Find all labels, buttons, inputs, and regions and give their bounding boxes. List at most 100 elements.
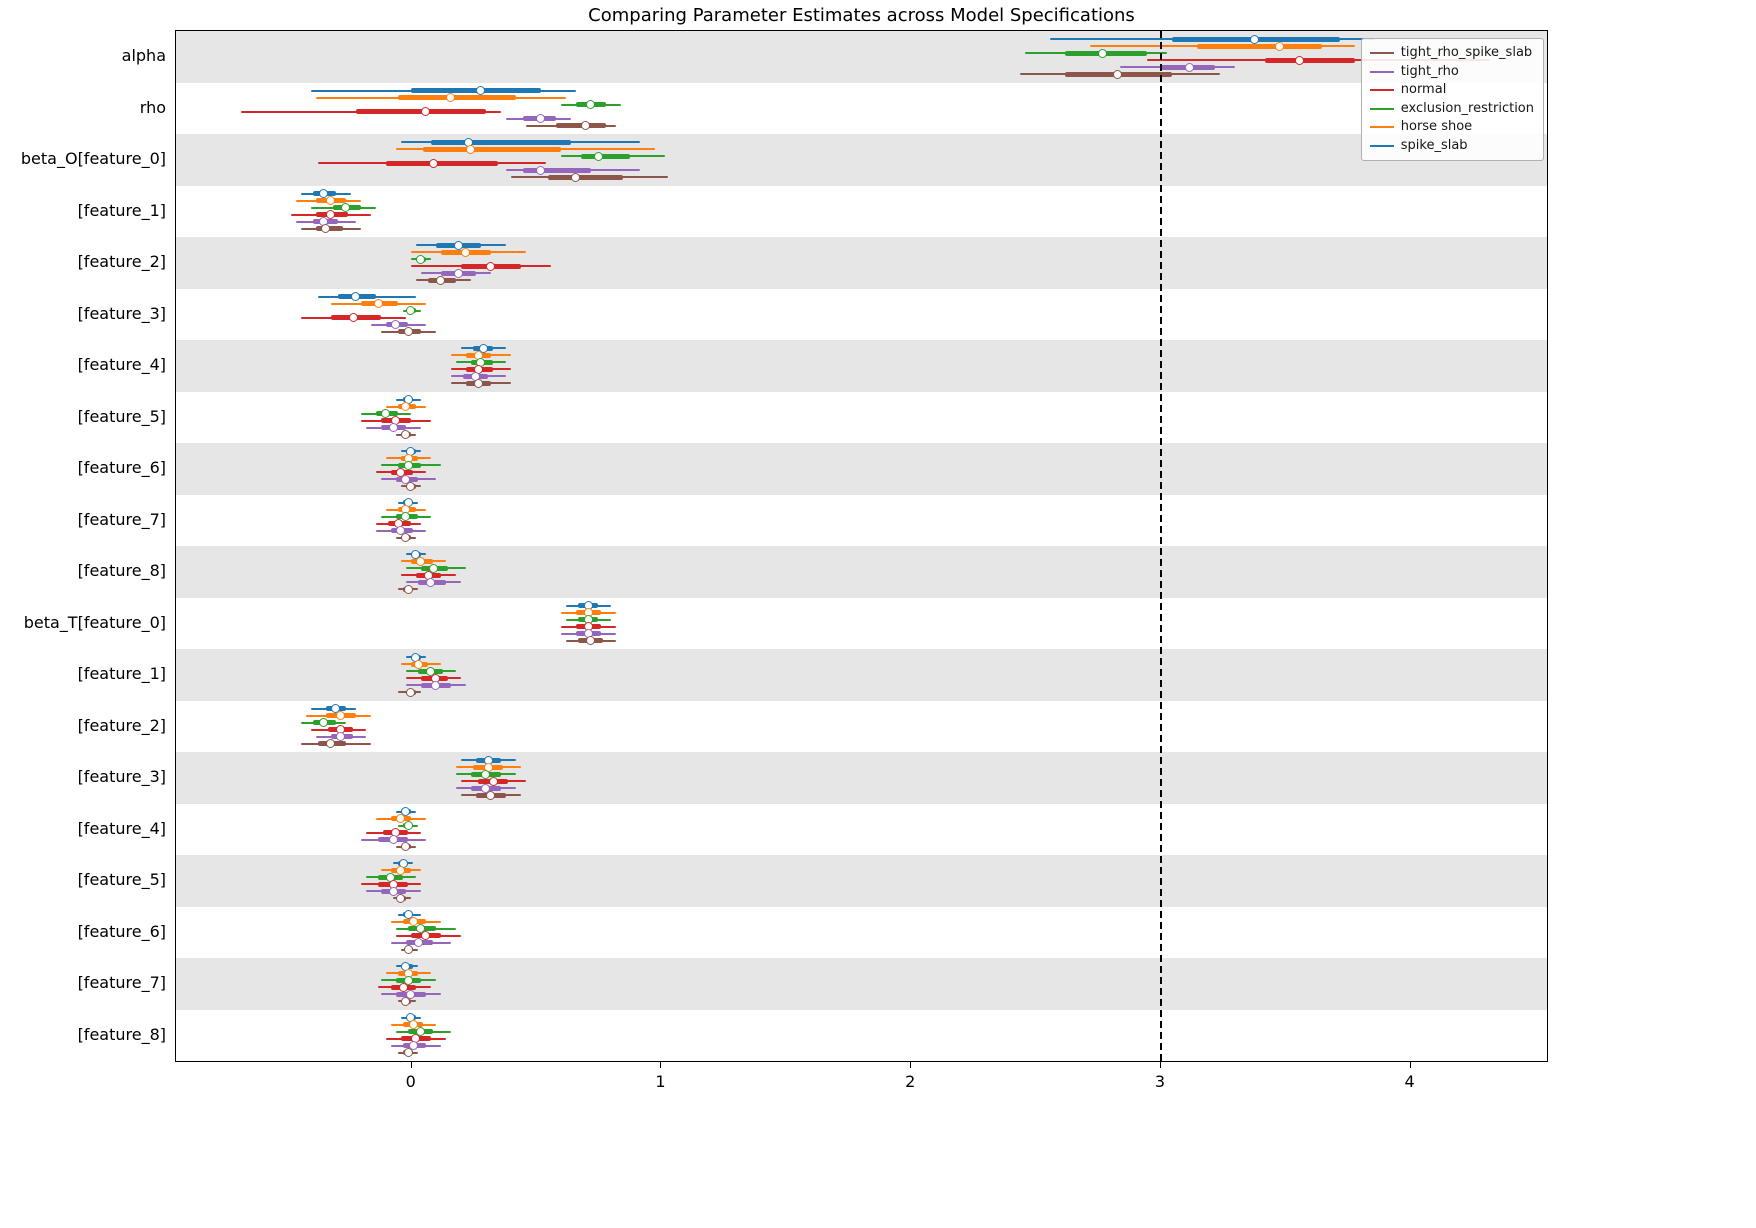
point-marker-exclusion_restriction — [1097, 48, 1107, 58]
point-marker-tight_rho — [536, 114, 546, 124]
point-marker-tight_rho_spike_slab — [401, 996, 411, 1006]
point-marker-exclusion_restriction — [381, 409, 391, 419]
point-marker-tight_rho_spike_slab — [406, 687, 416, 697]
y-tick-label: [feature_2] — [77, 715, 166, 735]
point-marker-horse_shoe — [461, 247, 471, 257]
y-tick-label: [feature_6] — [77, 458, 166, 478]
legend-item: tight_rho — [1369, 63, 1534, 82]
y-tick-label: [feature_1] — [77, 200, 166, 220]
point-marker-normal — [488, 776, 498, 786]
point-marker-tight_rho_spike_slab — [571, 172, 581, 182]
point-marker-tight_rho — [388, 835, 398, 845]
x-tick-mark — [1409, 1062, 1411, 1068]
param-row-band — [176, 1010, 1547, 1062]
y-tick-label: [feature_3] — [77, 303, 166, 323]
point-marker-tight_rho_spike_slab — [401, 533, 411, 543]
point-marker-spike_slab — [453, 240, 463, 250]
point-marker-horse_shoe — [408, 917, 418, 927]
point-marker-normal — [348, 313, 358, 323]
param-row-band — [176, 340, 1547, 392]
point-marker-tight_rho_spike_slab — [401, 842, 411, 852]
chart-title: Comparing Parameter Estimates across Mod… — [588, 5, 1135, 26]
point-marker-normal — [1295, 55, 1305, 65]
point-marker-tight_rho — [406, 989, 416, 999]
param-row-band — [176, 907, 1547, 959]
point-marker-normal — [398, 982, 408, 992]
param-row-band — [176, 134, 1547, 186]
legend-line-swatch — [1369, 52, 1394, 55]
point-marker-exclusion_restriction — [416, 1027, 426, 1037]
point-marker-exclusion_restriction — [341, 203, 351, 213]
point-marker-tight_rho — [396, 526, 406, 536]
param-row-band — [176, 958, 1547, 1010]
legend-line-swatch — [1369, 144, 1394, 147]
point-marker-exclusion_restriction — [416, 924, 426, 934]
point-marker-tight_rho_spike_slab — [403, 327, 413, 337]
x-tick-mark — [910, 1062, 912, 1068]
inner-ci-line-normal — [1264, 57, 1355, 63]
y-tick-label: [feature_5] — [77, 870, 166, 890]
point-marker-tight_rho — [426, 577, 436, 587]
legend-label: horse shoe — [1400, 119, 1473, 134]
legend-label: normal — [1400, 82, 1447, 97]
point-marker-tight_rho_spike_slab — [581, 121, 591, 131]
y-tick-label: beta_T[feature_0] — [23, 612, 166, 632]
y-tick-label: [feature_5] — [77, 406, 166, 426]
point-marker-spike_slab — [318, 189, 328, 199]
param-row-band — [176, 598, 1547, 650]
legend-item: exclusion_restriction — [1369, 100, 1534, 119]
point-marker-tight_rho — [391, 320, 401, 330]
point-marker-tight_rho_spike_slab — [403, 945, 413, 955]
y-tick-label: alpha — [121, 46, 166, 66]
legend-line-swatch — [1369, 107, 1394, 110]
inner-ci-line-horse_shoe — [398, 95, 516, 101]
point-marker-tight_rho — [481, 783, 491, 793]
point-marker-normal — [396, 467, 406, 477]
x-tick-label: 0 — [405, 1072, 416, 1091]
point-marker-tight_rho — [388, 423, 398, 433]
inner-ci-line-spike_slab — [410, 88, 541, 94]
param-row-band — [176, 752, 1547, 804]
point-marker-exclusion_restriction — [481, 769, 491, 779]
point-marker-tight_rho_spike_slab — [321, 224, 331, 234]
point-marker-exclusion_restriction — [318, 718, 328, 728]
point-marker-exclusion_restriction — [401, 512, 411, 522]
inner-ci-line-horse_shoe — [423, 146, 561, 152]
param-row-band — [176, 804, 1547, 856]
legend-item: tight_rho_spike_slab — [1369, 44, 1534, 63]
legend-label: tight_rho_spike_slab — [1400, 45, 1533, 60]
point-marker-tight_rho_spike_slab — [473, 378, 483, 388]
point-marker-tight_rho — [401, 474, 411, 484]
y-axis-labels: alpha rho beta_O[feature_0] [feature_1] [fea… — [0, 30, 166, 1062]
y-tick-label: [feature_4] — [77, 355, 166, 375]
legend-label: spike_slab — [1400, 137, 1468, 153]
point-marker-tight_rho_spike_slab — [406, 481, 416, 491]
point-marker-tight_rho_spike_slab — [586, 636, 596, 646]
point-marker-normal — [421, 931, 431, 941]
point-marker-horse_shoe — [413, 659, 423, 669]
y-tick-label: [feature_8] — [77, 1024, 166, 1044]
y-tick-label: [feature_7] — [77, 509, 166, 529]
param-row-band — [176, 392, 1547, 444]
point-marker-normal — [326, 210, 336, 220]
point-marker-tight_rho — [408, 1041, 418, 1051]
point-marker-spike_slab — [403, 910, 413, 920]
point-marker-spike_slab — [351, 292, 361, 302]
y-tick-label: [feature_4] — [77, 818, 166, 838]
y-tick-label: rho — [139, 97, 166, 117]
point-marker-horse_shoe — [396, 865, 406, 875]
x-tick-label: 1 — [655, 1072, 666, 1091]
point-marker-spike_slab — [331, 704, 341, 714]
point-marker-tight_rho_spike_slab — [326, 739, 336, 749]
point-marker-tight_rho — [1185, 62, 1195, 72]
point-marker-tight_rho_spike_slab — [486, 790, 496, 800]
point-marker-spike_slab — [1250, 34, 1260, 44]
point-marker-tight_rho_spike_slab — [1112, 69, 1122, 79]
param-row-band — [176, 237, 1547, 289]
point-marker-horse_shoe — [401, 402, 411, 412]
point-marker-exclusion_restriction — [403, 821, 413, 831]
x-tick-label: 4 — [1404, 1072, 1415, 1091]
point-marker-normal — [428, 158, 438, 168]
point-marker-horse_shoe — [466, 144, 476, 154]
